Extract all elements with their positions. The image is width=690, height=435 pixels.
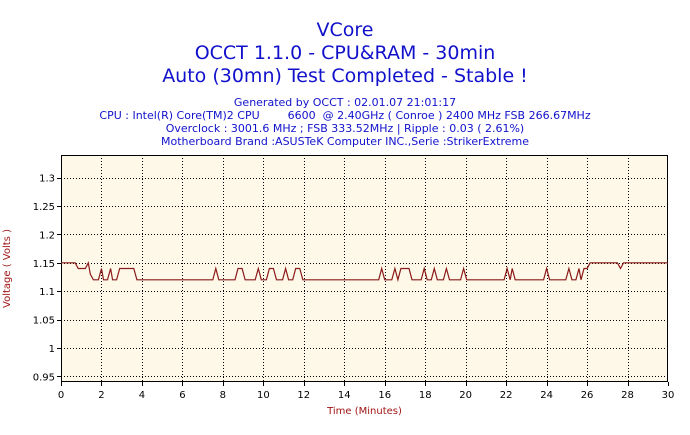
x-tick-label: 8 xyxy=(220,390,226,401)
plot-frame xyxy=(61,155,668,382)
y-tick-label: 1.3 xyxy=(39,174,55,185)
x-tick-label: 22 xyxy=(500,390,513,401)
x-tick-label: 30 xyxy=(662,390,675,401)
y-axis-title: Voltage ( Volts ) xyxy=(2,229,13,308)
x-axis-title: Time (Minutes) xyxy=(326,406,402,417)
chart-subtitle-test: OCCT 1.1.0 - CPU&RAM - 30min xyxy=(194,42,496,64)
x-tick-label: 16 xyxy=(378,390,391,401)
chart-title: VCore xyxy=(316,19,374,41)
x-tick-label: 2 xyxy=(98,390,104,401)
x-tick-label: 10 xyxy=(257,390,270,401)
x-tick-label: 6 xyxy=(179,390,185,401)
y-tick-label: 1.2 xyxy=(39,230,55,241)
x-tick-label: 4 xyxy=(139,390,145,401)
x-tick-label: 28 xyxy=(621,390,634,401)
motherboard-info: Motherboard Brand :ASUSTeK Computer INC.… xyxy=(161,135,529,148)
y-tick-label: 1.15 xyxy=(33,259,55,270)
x-tick-label: 26 xyxy=(581,390,594,401)
x-tick-label: 20 xyxy=(459,390,472,401)
x-tick-label: 12 xyxy=(297,390,310,401)
overclock-info: Overclock : 3001.6 MHz ; FSB 333.52MHz |… xyxy=(165,122,525,135)
y-tick-label: 1 xyxy=(49,344,55,355)
x-tick-label: 14 xyxy=(338,390,351,401)
series-line-0 xyxy=(61,260,668,283)
x-tick-label: 18 xyxy=(419,390,432,401)
cpu-info: CPU : Intel(R) Core(TM)2 CPU 6600 @ 2.40… xyxy=(99,109,591,122)
x-tick-label: 0 xyxy=(58,390,64,401)
x-tick-label: 24 xyxy=(540,390,553,401)
y-tick-label: 0.95 xyxy=(33,372,55,383)
y-tick-label: 1.1 xyxy=(39,287,55,298)
plot-area xyxy=(61,155,668,382)
chart-subtitle-status: Auto (30mn) Test Completed - Stable ! xyxy=(162,65,528,87)
y-tick-label: 1.25 xyxy=(33,202,55,213)
generated-info: Generated by OCCT : 02.01.07 21:01:17 xyxy=(233,96,457,109)
y-tick-label: 1.05 xyxy=(33,316,55,327)
